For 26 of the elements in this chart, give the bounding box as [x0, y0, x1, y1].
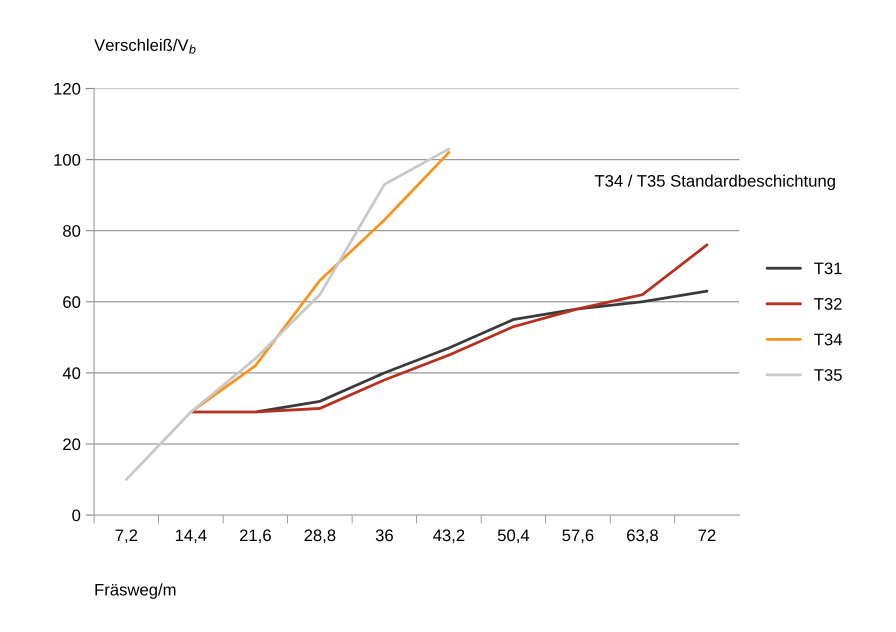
- x-tick-label: 28,8: [304, 529, 336, 544]
- y-tick-label: 0: [72, 509, 80, 522]
- line-series: [189, 244, 708, 414]
- x-axis-title: Fräsweg/m: [95, 583, 176, 599]
- x-tick-label: 63,8: [627, 529, 658, 544]
- y-tick-label: 100: [54, 154, 80, 166]
- x-tick-label: 57,6: [562, 529, 594, 544]
- legend-label: T32: [814, 298, 842, 310]
- legend-label: T31: [814, 262, 842, 274]
- x-tick-label: 14,4: [176, 530, 207, 544]
- legend-label: T34: [814, 334, 842, 346]
- annotation: T34 / T35 Standardbeschichtung: [594, 174, 835, 190]
- y-tick-label: 80: [63, 225, 80, 237]
- legend-label: T35: [814, 369, 842, 381]
- x-tick-label: 21,6: [240, 529, 271, 544]
- y-tick-label: 120: [54, 82, 80, 95]
- x-tick-label: 36: [376, 529, 393, 542]
- x-tick-label: 50,4: [498, 529, 530, 544]
- y-tick-label: 60: [63, 296, 80, 308]
- y-axis-title: Verschleiß/V$_{b}$: [94, 38, 196, 54]
- y-tick-label: 40: [62, 367, 80, 380]
- x-tick-label: 72: [698, 529, 716, 542]
- x-tick-label: 7,2: [116, 529, 138, 544]
- y-tick-label: 20: [63, 438, 80, 450]
- x-tick-label: 43,2: [433, 529, 464, 544]
- line-series: [124, 148, 450, 481]
